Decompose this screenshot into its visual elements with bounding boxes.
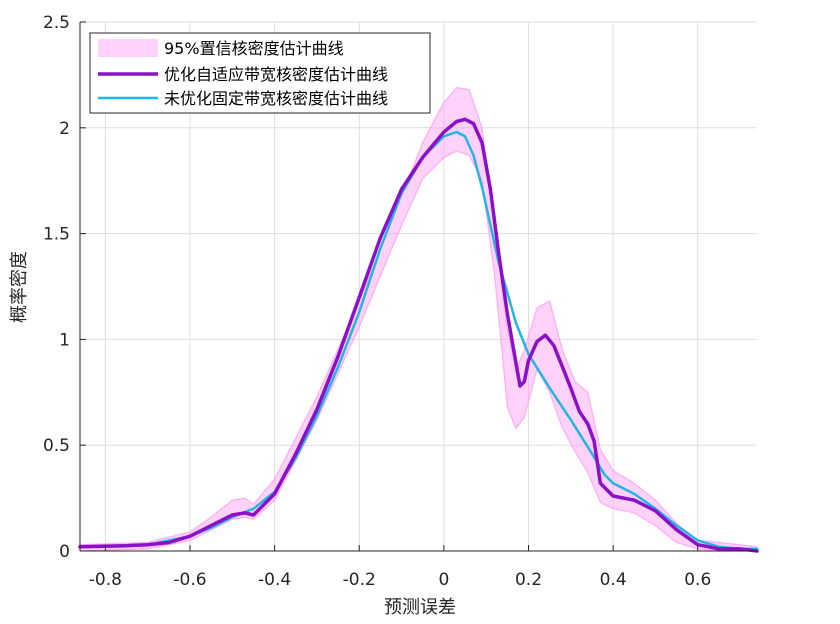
- x-tick-label: 0.2: [515, 570, 542, 590]
- legend-swatch-band: [98, 39, 158, 57]
- series-line-1: [78, 117, 759, 553]
- legend-label-band: 95%置信核密度估计曲线: [164, 39, 344, 58]
- legend-label-series-2: 未优化固定带宽核密度估计曲线: [164, 89, 388, 108]
- x-tick-label: 0.6: [684, 570, 711, 590]
- x-tick-label: -0.2: [343, 570, 376, 590]
- legend-label-series-1: 优化自适应带宽核密度估计曲线: [164, 65, 388, 84]
- y-tick-label: 0: [59, 542, 70, 562]
- legend: 95%置信核密度估计曲线 优化自适应带宽核密度估计曲线 未优化固定带宽核密度估计…: [89, 32, 431, 114]
- y-tick-labels: 0 0.5 1 1.5 2 2.5: [43, 13, 70, 562]
- y-tick-label: 1.5: [43, 225, 70, 245]
- series-layer: [78, 117, 759, 553]
- y-tick-label: 0.5: [43, 436, 70, 456]
- y-tick-label: 2.5: [43, 13, 70, 33]
- grid: [80, 21, 757, 552]
- x-tick-labels: -0.8 -0.6 -0.4 -0.2 0 0.2 0.4 0.6: [89, 570, 711, 590]
- x-tick-label: -0.8: [89, 570, 122, 590]
- y-tick-label: 1: [59, 330, 70, 350]
- confidence-band-layer: [79, 86, 758, 552]
- x-tick-label: -0.4: [258, 570, 291, 590]
- series-line-2: [78, 130, 759, 551]
- y-tick-label: 2: [59, 119, 70, 139]
- y-axis-title: 概率密度: [9, 251, 30, 323]
- x-tick-label: 0: [438, 570, 449, 590]
- confidence-band: [79, 86, 758, 552]
- axes: [79, 21, 757, 552]
- x-tick-label: -0.6: [173, 570, 206, 590]
- x-axis-title: 预测误差: [384, 597, 456, 618]
- x-tick-label: 0.4: [600, 570, 627, 590]
